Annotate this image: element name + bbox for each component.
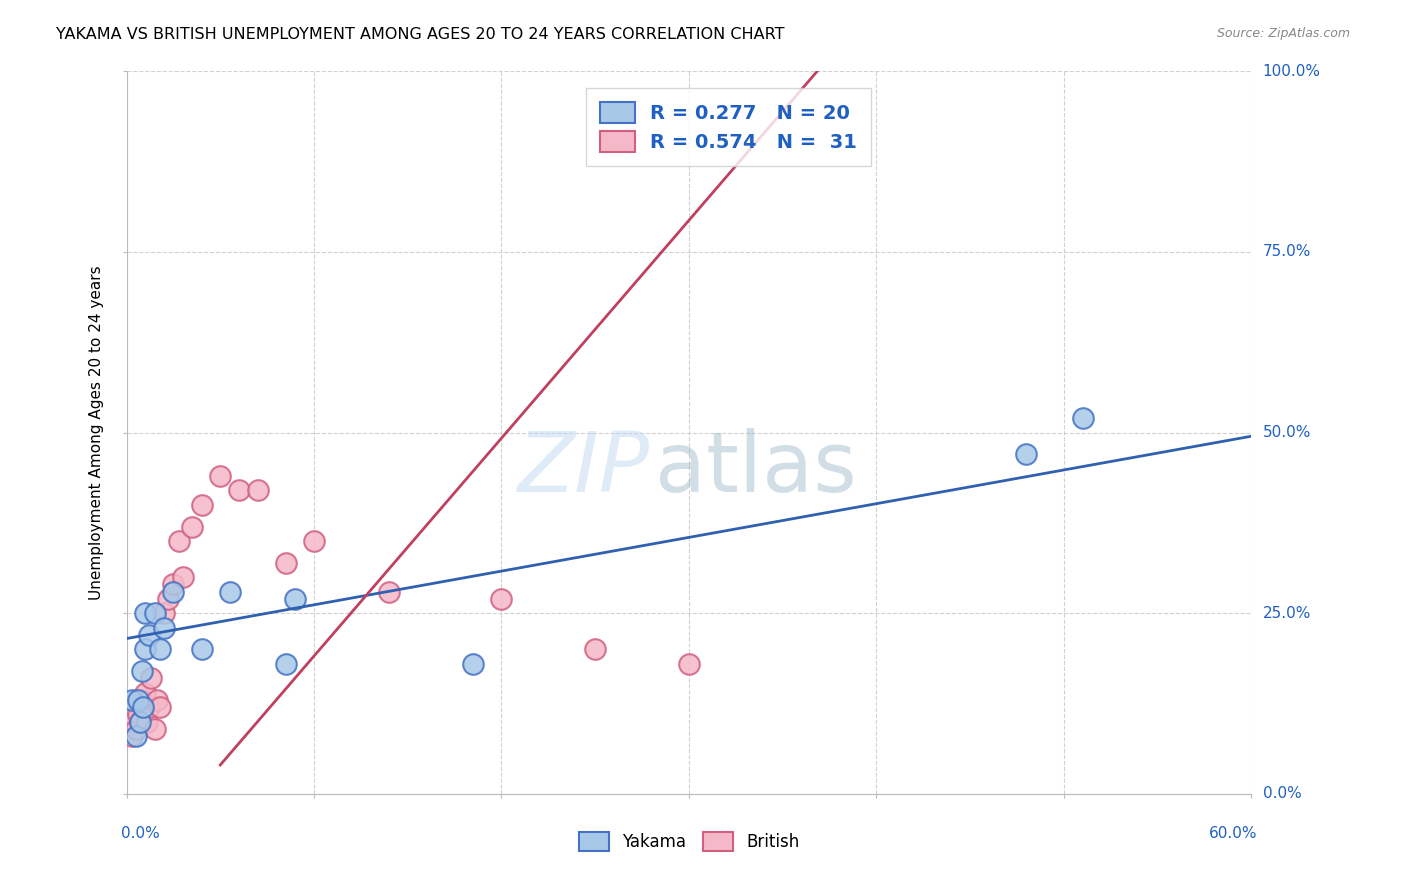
Point (136, 714, 159, 729)
Point (284, 591, 307, 606)
Text: 0.0%: 0.0% (121, 826, 160, 841)
Text: 75.0%: 75.0% (1263, 244, 1310, 260)
Point (181, 519, 204, 533)
Point (127, 693, 149, 707)
Point (128, 714, 150, 729)
Point (131, 693, 153, 707)
Point (122, 714, 145, 729)
Point (190, 498, 212, 512)
Point (162, 584, 184, 599)
Point (167, 533, 190, 548)
Point (134, 686, 156, 700)
Point (132, 700, 155, 714)
Point (162, 577, 184, 591)
Point (121, 693, 143, 707)
Point (139, 671, 162, 685)
Point (190, 642, 212, 657)
Legend: Yakama, British: Yakama, British (572, 826, 806, 858)
Point (1071, 411, 1094, 425)
Point (125, 722, 148, 736)
Point (678, 657, 700, 671)
Point (138, 700, 160, 714)
Text: YAKAMA VS BRITISH UNEMPLOYMENT AMONG AGES 20 TO 24 YEARS CORRELATION CHART: YAKAMA VS BRITISH UNEMPLOYMENT AMONG AGE… (56, 27, 785, 42)
Point (378, 584, 401, 599)
Point (640, 815, 662, 830)
Point (274, 657, 297, 671)
Point (153, 607, 176, 621)
Point (463, 657, 485, 671)
Point (128, 714, 150, 729)
Point (121, 729, 143, 743)
Text: ZIP: ZIP (517, 428, 650, 509)
Point (127, 707, 149, 722)
Point (228, 483, 250, 498)
Point (274, 556, 297, 570)
Point (1015, 447, 1038, 461)
Point (143, 607, 166, 621)
Point (125, 729, 148, 743)
Point (218, 584, 240, 599)
Point (172, 570, 194, 584)
Point (149, 700, 172, 714)
Point (491, 591, 513, 606)
Point (143, 722, 166, 736)
Text: 50.0%: 50.0% (1263, 425, 1310, 440)
Point (583, 642, 606, 657)
Text: 25.0%: 25.0% (1263, 606, 1310, 621)
Point (131, 664, 153, 678)
Point (132, 700, 155, 714)
Point (302, 533, 325, 548)
Point (134, 642, 156, 657)
Point (153, 621, 176, 635)
Text: 100.0%: 100.0% (1263, 64, 1320, 78)
Text: 60.0%: 60.0% (1209, 826, 1257, 841)
Text: Source: ZipAtlas.com: Source: ZipAtlas.com (1216, 27, 1350, 40)
Point (156, 591, 179, 606)
Point (209, 469, 232, 483)
Text: 0.0%: 0.0% (1263, 787, 1302, 801)
Y-axis label: Unemployment Among Ages 20 to 24 years: Unemployment Among Ages 20 to 24 years (89, 265, 104, 600)
Point (145, 693, 167, 707)
Point (246, 483, 269, 498)
Point (149, 642, 172, 657)
Point (134, 607, 156, 621)
Text: atlas: atlas (655, 428, 856, 509)
Point (138, 628, 160, 642)
